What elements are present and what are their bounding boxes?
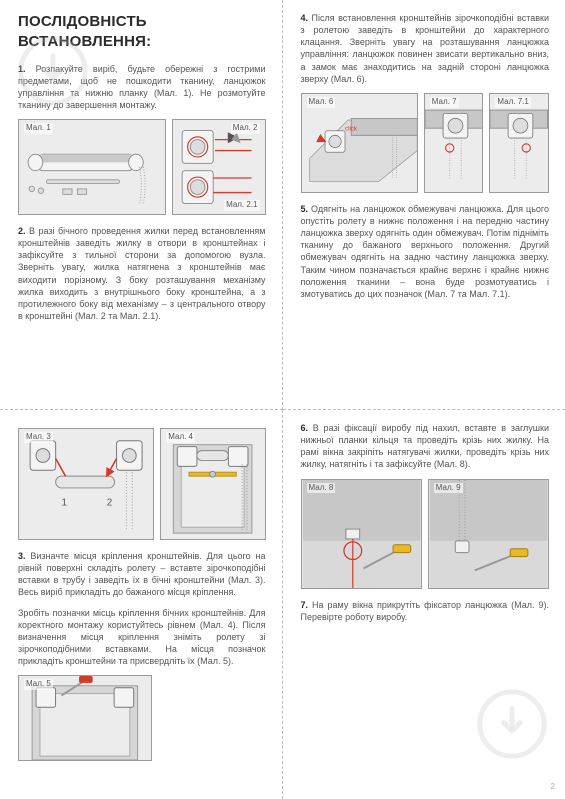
page-number: 2 [551,782,555,793]
fig8-svg [302,480,421,588]
step-5-body: Одягніть на ланцюжок обмежувачі ланцюжка… [301,204,550,299]
fig1-caption: Мал. 1 [24,123,53,134]
fig-row-5-spacer [158,675,266,761]
fig4-svg [161,429,264,539]
step-7-text: 7. На раму вікна прикрутіть фіксатор лан… [301,599,550,623]
step-4-text: 4. Після встановлення кронштейнів зірочк… [301,12,550,85]
fig3-caption: Мал. 3 [24,432,53,443]
figure-5: Мал. 5 [18,675,152,761]
fig8-caption: Мал. 8 [307,483,336,494]
step-3-text-b: Зробіть позначки місць кріплення бічних … [18,607,266,668]
figure-2: Мал. 2 Мал. 2.1 [172,119,265,215]
step-6-num: 6. [301,423,309,433]
fig2-caption: Мал. 2 [231,123,260,134]
figure-6: Мал. 6 click [301,93,418,193]
step-3-num: 3. [18,551,26,561]
fig-row-5: Мал. 5 [18,675,266,761]
step-5-text: 5. Одягніть на ланцюжок обмежувачі ланцю… [301,203,550,300]
step-3-text-a: 3. Визначте місця кріплення кронштейнів.… [18,550,266,599]
fig-row-3-4: Мал. 3 1 2 Мал. 4 [18,428,266,540]
watermark-icon-2 [477,689,547,759]
fig-row-1: Мал. 1 Мал. 2 Мал. 2.1 [18,119,266,215]
fig6-svg: click [302,94,417,192]
figure-8: Мал. 8 [301,479,422,589]
step-2-text: 2. В разі бічного проведення жилки перед… [18,225,266,322]
quadrant-bottom-right: 6. В разі фіксації виробу під нахил, вст… [283,410,565,799]
step-2-body: В разі бічного проведення жилки перед вс… [18,226,266,321]
fig5-caption: Мал. 5 [24,679,53,690]
fig71-svg [490,94,548,192]
watermark-icon [18,36,88,106]
fig7-caption: Мал. 7 [430,97,459,108]
step-7-body: На раму вікна прикрутіть фіксатор ланцюж… [301,600,550,622]
fig4-caption: Мал. 4 [166,432,195,443]
step-6-text: 6. В разі фіксації виробу під нахил, вст… [301,422,550,471]
figure-4: Мал. 4 [160,428,265,540]
step-3-body-a: Визначте місця кріплення кронштейнів. Дл… [18,551,266,597]
step-7-num: 7. [301,600,309,610]
step-6-body: В разі фіксації виробу під нахил, вставт… [301,423,550,469]
quadrant-top-left: ПОСЛІДОВНІСТЬ ВСТАНОВЛЕННЯ: 1. Розпакуйт… [0,0,283,410]
step-5-num: 5. [301,204,309,214]
figure-3: Мал. 3 1 2 [18,428,154,540]
figure-7: Мал. 7 [424,93,484,193]
fig6-caption: Мал. 6 [307,97,336,108]
quadrant-top-right: 4. Після встановлення кронштейнів зірочк… [283,0,565,410]
fig-row-8-9: Мал. 8 Мал. 9 [301,479,550,589]
fig21-caption: Мал. 2.1 [224,200,259,211]
svg-text:2: 2 [107,498,112,509]
quadrant-bottom-left: Мал. 3 1 2 Мал. 4 [0,410,283,799]
fig3-svg: 1 2 [19,429,153,539]
fig71-caption: Мал. 7.1 [495,97,530,108]
figure-1: Мал. 1 [18,119,166,215]
step-4-body: Після встановлення кронштейнів зірочкопо… [301,13,550,84]
click-label: click [345,126,358,133]
fig7-svg [425,94,483,192]
step-4-num: 4. [301,13,309,23]
fig9-caption: Мал. 9 [434,483,463,494]
figure-9: Мал. 9 [428,479,549,589]
fig-row-6-7: Мал. 6 click Мал. 7 [301,93,550,193]
fig1-svg [19,120,165,214]
figure-71: Мал. 7.1 [489,93,549,193]
svg-text:1: 1 [62,498,67,509]
step-2-num: 2. [18,226,26,236]
fig9-svg [429,480,548,588]
